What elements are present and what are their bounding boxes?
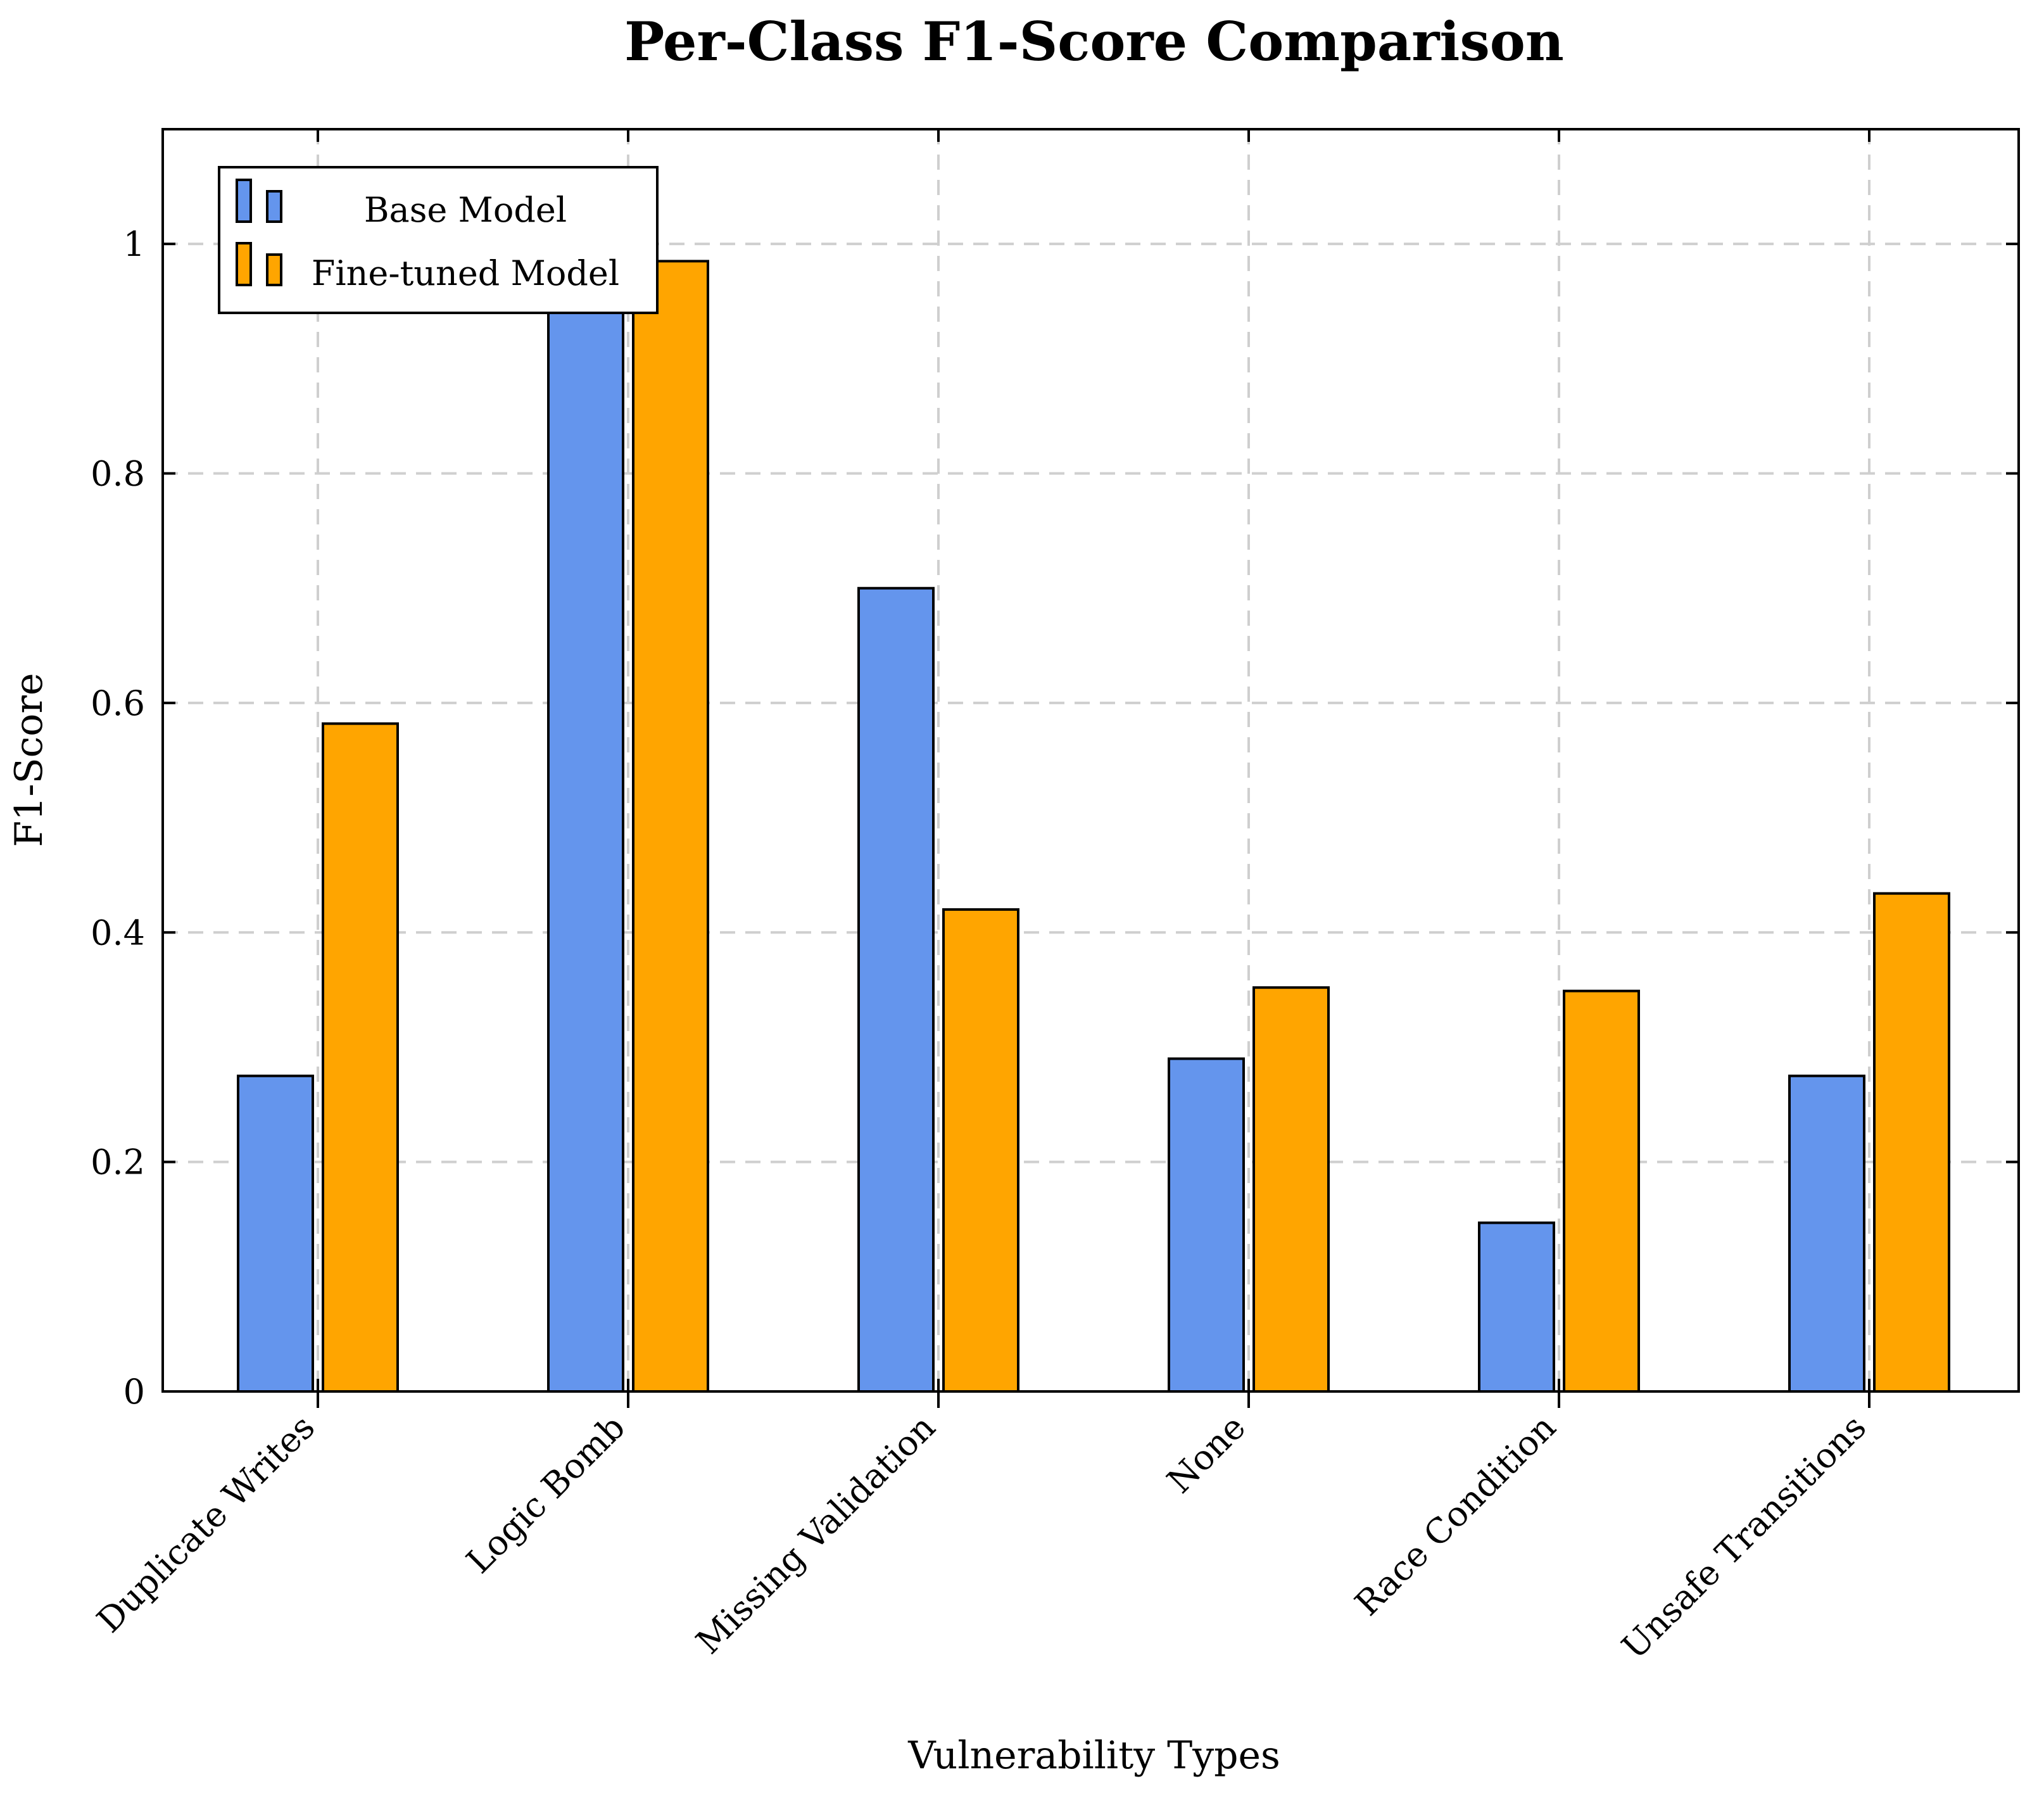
legend: Base Model Fine-tuned Model bbox=[218, 166, 659, 314]
bar-fine-tuned-model-missing-validation bbox=[942, 908, 1019, 1393]
y-tick-label: 1 bbox=[123, 224, 145, 264]
x-axis-label: Vulnerability Types bbox=[907, 1733, 1280, 1778]
y-tick-label: 0.4 bbox=[91, 913, 145, 953]
bar-fine-tuned-model-unsafe-transitions bbox=[1873, 892, 1950, 1393]
y-tick-label: 0.2 bbox=[91, 1143, 145, 1182]
bar-base-model-none bbox=[1168, 1057, 1245, 1393]
bar-fine-tuned-model-duplicate-writes bbox=[322, 722, 399, 1393]
y-tick-label: 0 bbox=[123, 1372, 145, 1412]
legend-box bbox=[218, 166, 659, 314]
bar-base-model-duplicate-writes bbox=[237, 1074, 314, 1393]
legend-swatch-base-1 bbox=[236, 179, 252, 223]
bar-fine-tuned-model-none bbox=[1252, 986, 1330, 1393]
legend-swatch-base-2 bbox=[266, 190, 282, 223]
bar-fine-tuned-model-race-condition bbox=[1563, 989, 1640, 1393]
bar-base-model-race-condition bbox=[1478, 1221, 1555, 1393]
legend-swatch-finetuned-1 bbox=[236, 242, 252, 286]
plot-frame bbox=[161, 128, 2020, 1393]
bar-fine-tuned-model-logic-bomb bbox=[632, 260, 709, 1393]
legend-label-base-model: Base Model bbox=[364, 190, 567, 230]
bar-base-model-unsafe-transitions bbox=[1788, 1074, 1865, 1393]
bar-base-model-logic-bomb bbox=[547, 282, 624, 1393]
y-tick-label: 0.8 bbox=[91, 454, 145, 494]
chart-title: Per-Class F1-Score Comparison bbox=[624, 10, 1564, 73]
y-tick-label: 0.6 bbox=[91, 683, 145, 723]
legend-label-fine-tuned-model: Fine-tuned Model bbox=[312, 253, 619, 293]
legend-swatch-finetuned-2 bbox=[266, 253, 282, 286]
y-axis-label: F1-Score bbox=[7, 673, 51, 847]
y-tick-labels: 0 0.2 0.4 0.6 0.8 1 bbox=[91, 224, 145, 1412]
bar-base-model-missing-validation bbox=[857, 586, 935, 1393]
axis-ticks bbox=[163, 129, 2019, 1408]
grid-lines bbox=[163, 129, 2019, 1391]
